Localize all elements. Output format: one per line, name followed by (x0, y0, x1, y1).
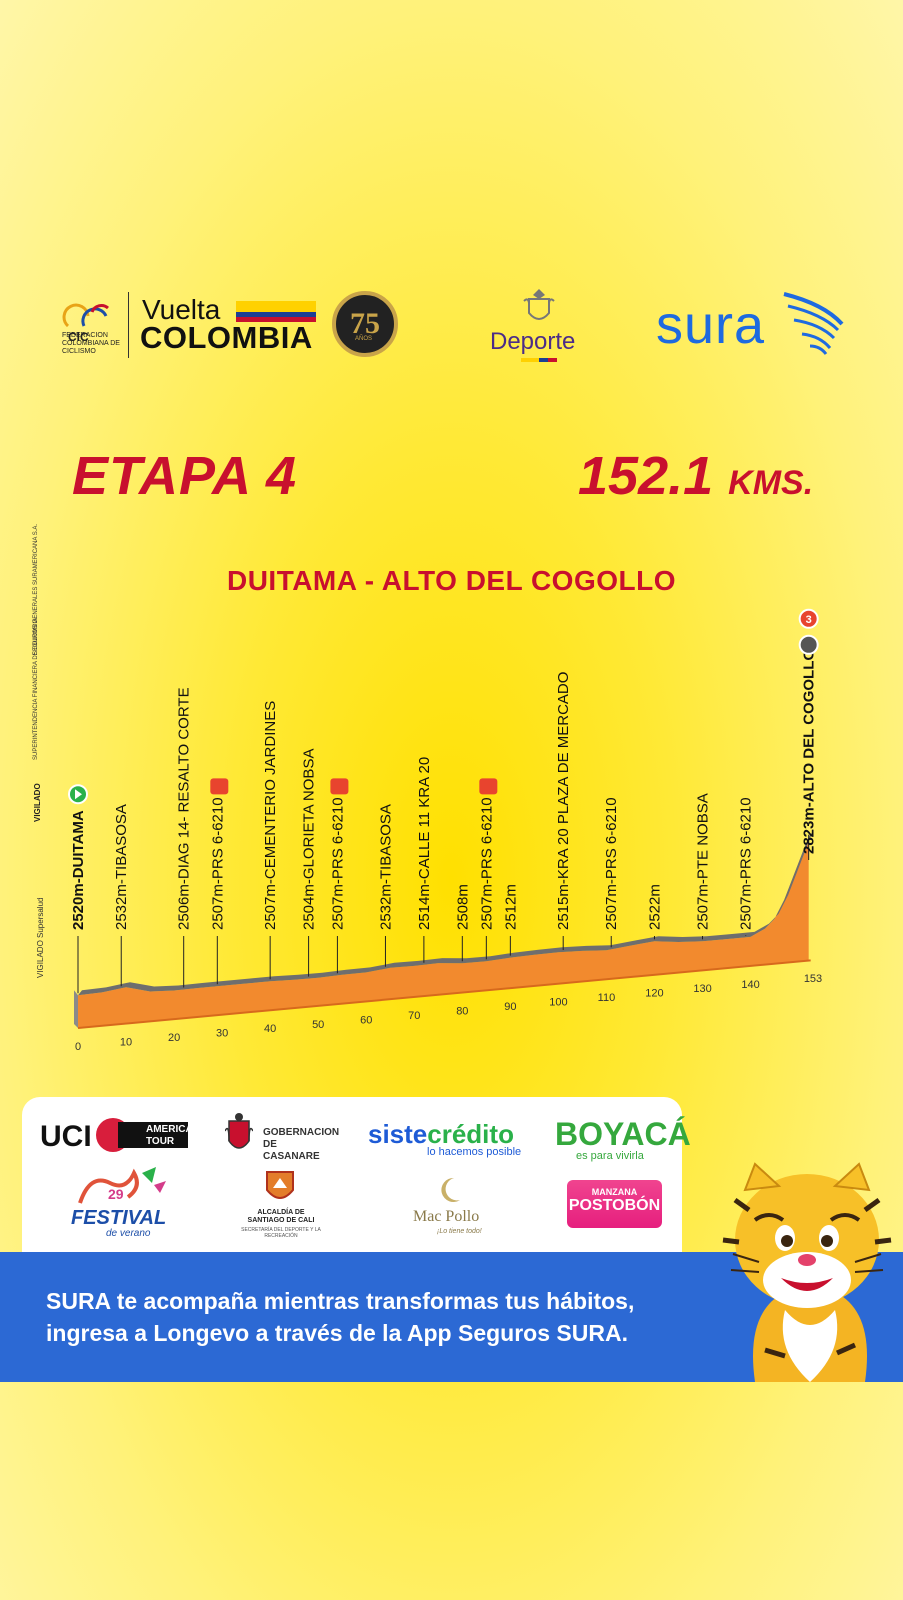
waypoint-label: 2514m-CALLE 11 KRA 20 (416, 757, 433, 930)
sprint-icon (210, 778, 229, 795)
waypoint-label: 2823m-ALTO DEL COGOLLO (801, 649, 818, 854)
x-tick-label: 90 (504, 1001, 516, 1013)
x-tick-label: 140 (741, 979, 759, 991)
distance-unit: KMS. (728, 464, 814, 502)
deporte-flag-bar (521, 358, 557, 362)
deporte-word: Deporte (490, 328, 576, 355)
festival-number: 29 (108, 1186, 124, 1202)
boyaca-logo: BOYACÁ (555, 1116, 691, 1152)
sura-logo-word: sura (656, 295, 766, 355)
elevation-profile-chart: 0 10 20 30 40 50 60 70 80 90 100 110 120 130 140 153 25… (68, 608, 822, 1053)
waypoint-label: 2515m-KRA 20 PLAZA DE MERCADO (555, 672, 572, 930)
x-tick-label: 20 (168, 1032, 180, 1044)
colombia-word: COLOMBIA (140, 320, 313, 355)
postobon-logo: MANZANA POSTOBÓN (567, 1180, 662, 1228)
profile-ridge (78, 831, 813, 996)
profile-area (78, 836, 809, 1028)
sprint-icon (330, 778, 349, 795)
siste-part: siste (368, 1119, 428, 1149)
x-tick-label: 0 (75, 1041, 81, 1053)
tiger-mascot-illustration (722, 1162, 892, 1382)
banner-line-2: ingresa a Longevo a través de la App Seg… (46, 1320, 628, 1346)
waypoint-label: 2532m-TIBASOSA (113, 804, 130, 930)
postobon-word: POSTOBÓN (568, 1197, 661, 1214)
anniversary-badge: 75 (332, 291, 398, 357)
waypoint-label: 2508m (454, 884, 471, 930)
x-tick-label: 110 (598, 992, 616, 1004)
x-tick-label: 120 (645, 988, 663, 1000)
waypoint-label: 2507m-PRS 6-6210 (329, 797, 346, 930)
x-tick-label: 50 (312, 1019, 324, 1031)
waypoint-label: 2506m-DIAG 14- RESALTO CORTE (176, 687, 193, 930)
climb-category-icon (798, 608, 819, 629)
start-arrow-icon (75, 789, 82, 800)
climb-category-label: 3 (806, 614, 812, 626)
macpollo-tagline: ¡Lo tiene todo! (437, 1228, 482, 1235)
x-tick-label: 30 (216, 1028, 228, 1040)
x-tick-label: 70 (408, 1010, 420, 1022)
cali-text: ALCALDÍA DE SANTIAGO DE CALI (247, 1209, 315, 1224)
x-tick-label: 153 (804, 973, 822, 985)
waypoint-label: 2504m-GLORIETA NOBSA (301, 749, 318, 930)
anniversary-sub: AÑOS (355, 336, 373, 342)
banner-line-1: SURA te acompaña mientras transformas tu… (46, 1288, 635, 1314)
waypoint-label: 2507m-PTE NOBSA (695, 793, 712, 930)
credito-part: crédito (427, 1119, 514, 1149)
x-tick-label: 100 (549, 997, 567, 1009)
waypoint-label: 2532m-TIBASOSA (378, 804, 395, 930)
waypoint-label: 2512m (502, 884, 519, 930)
uci-america-tour: AMERICA TOUR (118, 1122, 193, 1148)
macpollo-moon-icon (441, 1177, 460, 1202)
waypoint-label: 2520m-DUITAMA (70, 810, 87, 930)
sistecredito-tagline: lo hacemos posible (427, 1146, 522, 1158)
cali-subtext: SECRETARÍA DEL DEPORTE Y LA RECREACIÓN (241, 1227, 321, 1239)
x-tick-label: 10 (120, 1037, 132, 1049)
waypoint-label: 2522m (647, 884, 664, 930)
macpollo-logo-word: Mac Pollo (413, 1208, 480, 1225)
finish-flag-icon (798, 634, 819, 655)
stage-title: ETAPA 4 (72, 446, 298, 506)
casanare-text: GOBERNACION DE CASANARE (263, 1127, 340, 1162)
sistecredito-logo: sistecrédito (368, 1119, 514, 1150)
waypoint-label: 2507m-PRS 6-6210 (478, 797, 495, 930)
sura-wing-icon (783, 292, 844, 355)
distance-value: 152.1 (578, 446, 714, 506)
vuelta-word: Vuelta (142, 294, 221, 325)
profile-side (74, 990, 78, 1028)
svg-text:CIC: CIC (68, 330, 89, 344)
colombia-crest-icon (523, 289, 555, 320)
cali-crest-icon (266, 1171, 294, 1199)
fcc-logo: CIC (62, 303, 109, 344)
stage-distance: 152.1 KMS. (578, 445, 813, 507)
festival-tagline: de verano (106, 1228, 151, 1239)
sprint-icon (479, 778, 498, 795)
boyaca-tagline: es para vivirla (576, 1150, 644, 1162)
postobon-manzana: MANZANA (591, 1187, 638, 1197)
casanare-crest-icon (225, 1113, 253, 1149)
x-tick-label: 40 (264, 1023, 276, 1035)
x-tick-label: 130 (693, 983, 711, 995)
colombia-flag (236, 301, 316, 322)
waypoint-label: 2507m-PRS 6-6210 (738, 797, 755, 930)
uci-logo-word: UCI (40, 1120, 92, 1153)
x-tick-label: 80 (456, 1005, 468, 1017)
waypoint-label: 2507m-PRS 6-6210 (209, 797, 226, 930)
waypoint-label: 2507m-PRS 6-6210 (603, 797, 620, 930)
fcc-text: FEDERACION COLOMBIANA DE CICLISMO (62, 332, 120, 355)
waypoint-label: 2507m-CEMENTERIO JARDINES (262, 701, 279, 930)
festival-logo-word: FESTIVAL (71, 1207, 167, 1229)
banner-text: SURA te acompaña mientras transformas tu… (46, 1285, 634, 1349)
festival-dragon-icon (78, 1167, 166, 1204)
profile-baseline (77, 959, 811, 1029)
logo-divider (128, 292, 129, 358)
anniversary-number: 75 (350, 307, 380, 340)
route-title: DUITAMA - ALTO DEL COGOLLO (226, 565, 677, 596)
x-tick-label: 60 (360, 1014, 372, 1026)
